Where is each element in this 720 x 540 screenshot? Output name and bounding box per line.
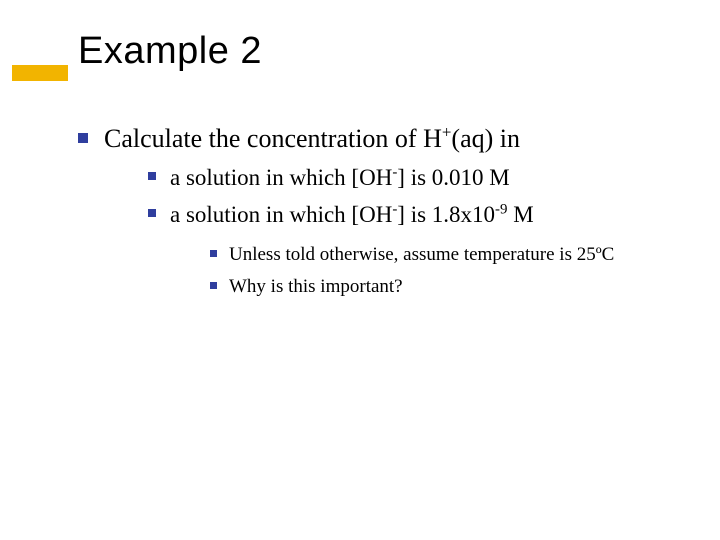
lvl1-post: (aq) in (451, 124, 520, 153)
lvl3a-text: Unless told otherwise, assume temperatur… (229, 242, 614, 268)
lvl2b-pre: a solution in which [OH (170, 202, 392, 227)
lvl2a-pre: a solution in which [OH (170, 165, 392, 190)
lvl1-pre: Calculate the concentration of H (104, 124, 442, 153)
slide: Example 2 Calculate the concentration of… (0, 0, 720, 540)
slide-title: Example 2 (78, 30, 720, 73)
lvl2b-text: a solution in which [OH-] is 1.8x10-9 M (170, 199, 534, 230)
bullet-lvl2-b: a solution in which [OH-] is 1.8x10-9 M (148, 199, 720, 230)
square-bullet-icon (78, 133, 88, 143)
lvl3b-text: Why is this important? (229, 274, 403, 300)
bullet-lvl3-a: Unless told otherwise, assume temperatur… (210, 242, 720, 268)
lvl2b-post: M (508, 202, 534, 227)
lvl2a-text: a solution in which [OH-] is 0.010 M (170, 162, 510, 193)
lvl2a-post: ] is 0.010 M (397, 165, 509, 190)
square-bullet-icon (148, 172, 156, 180)
lvl2b-sup2: -9 (495, 201, 507, 217)
lvl1-text: Calculate the concentration of H+(aq) in (104, 121, 520, 156)
accent-bar (12, 65, 68, 81)
square-bullet-icon (210, 282, 217, 289)
slide-body: Calculate the concentration of H+(aq) in… (0, 121, 720, 299)
bullet-lvl3-b: Why is this important? (210, 274, 720, 300)
square-bullet-icon (148, 209, 156, 217)
lvl2b-mid: ] is 1.8x10 (397, 202, 495, 227)
lvl1-sup: + (442, 122, 452, 141)
bullet-lvl1: Calculate the concentration of H+(aq) in (78, 121, 720, 156)
bullet-lvl2-a: a solution in which [OH-] is 0.010 M (148, 162, 720, 193)
square-bullet-icon (210, 250, 217, 257)
